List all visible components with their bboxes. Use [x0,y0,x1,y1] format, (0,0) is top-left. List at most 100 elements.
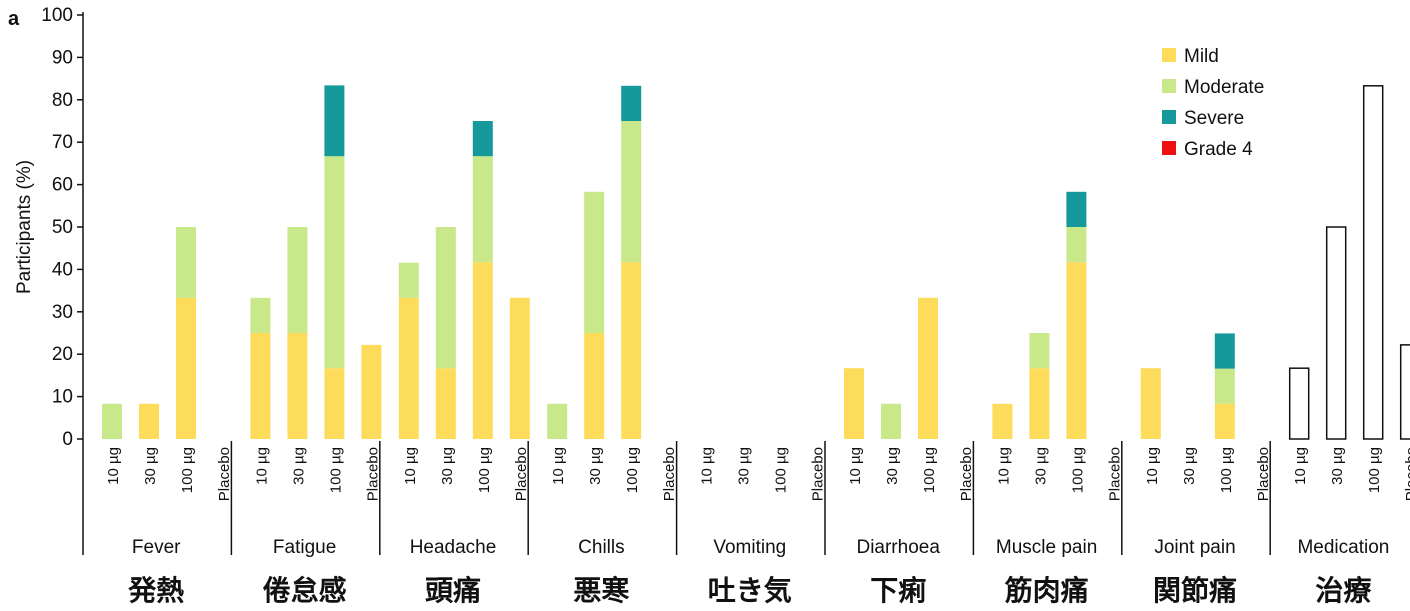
y-tick-label: 20 [52,344,73,365]
bar-segment-severe [1214,333,1235,369]
dose-label: Placebo [1106,447,1123,501]
dose-label: 30 µg [884,447,901,485]
group-label-jp: 関節痛 [1153,574,1237,607]
group-label-jp: 頭痛 [425,574,481,607]
group-label-fever: Fever [132,537,181,558]
group-label-chills: Chills [578,537,624,558]
dose-label: Placebo [958,447,975,501]
bar-segment-mild [918,297,938,439]
y-tick-label: 90 [52,47,73,68]
bar-segment-moderate [547,403,568,439]
legend-swatch-severe [1162,110,1176,124]
bar-segment-mild [472,262,493,439]
bar-segment-moderate [621,121,642,263]
bar-segment-mild [361,344,382,439]
panel-label: a [8,8,20,30]
bar-segment-moderate [881,403,901,439]
group-label-fatigue: Fatigue [273,537,336,558]
y-tick-label: 10 [52,387,73,408]
y-tick-label: 50 [52,217,73,238]
bar-segment-moderate [1214,368,1235,404]
dose-label: Placebo [1403,447,1410,501]
group-label-jp: 倦怠感 [263,574,347,607]
dose-label: 10 µg [402,447,419,485]
bar-segment-moderate [324,156,345,369]
dose-label: 10 µg [253,447,270,485]
bar-segment-moderate [398,262,419,298]
dose-label: 10 µg [1292,447,1309,485]
dose-label: 10 µg [699,447,716,485]
dose-label: 10 µg [105,447,122,485]
dose-label: 100 µg [1218,447,1235,493]
group-label-jp: 悪寒 [573,574,629,607]
bar-medication-0 [1288,367,1310,440]
dose-label: 30 µg [587,447,604,485]
dose-label: 10 µg [847,447,864,485]
dose-label: 30 µg [290,447,307,485]
dose-label: 100 µg [773,447,790,493]
dose-label: 100 µg [476,447,493,493]
y-tick-label: 80 [52,90,73,111]
bar-segment-mild [287,333,308,439]
dose-label: 30 µg [142,447,159,485]
group-label-jp: 発熱 [127,574,184,607]
legend-label: Severe [1184,108,1244,129]
y-axis-label: Participants (%) [14,160,35,294]
y-tick-label: 100 [41,5,73,26]
legend: Mild Moderate Severe Grade 4 [1162,46,1264,160]
bar-segment-moderate [584,191,605,333]
dose-label: Placebo [513,447,530,501]
bar-segment-moderate [287,227,308,333]
bar-medication-2 [1362,85,1384,440]
dose-label: 10 µg [1144,447,1161,485]
group-label-muscle-pain: Muscle pain [996,537,1097,558]
dose-label: 30 µg [736,447,753,485]
group-label-vomiting: Vomiting [713,537,786,558]
dose-label: Placebo [216,447,233,501]
bar-segment-mild [139,403,159,439]
legend-label: Moderate [1184,77,1264,98]
bar-segment-mild [584,333,605,439]
y-tick-label: 70 [52,132,73,153]
group-label-joint-pain: Joint pain [1154,537,1235,558]
group-label-jp: 下痢 [870,574,926,607]
bar-medication-3 [1399,344,1410,440]
bar-segment-severe [1066,191,1087,227]
dose-label: 30 µg [1329,447,1346,485]
bar-segment-severe [324,85,345,157]
dose-label: Placebo [810,447,827,501]
dose-label: 30 µg [439,447,456,485]
dose-label: 30 µg [1181,447,1198,485]
y-tick-label: 0 [62,429,73,450]
dose-label: 100 µg [1069,447,1086,493]
dose-label: 100 µg [179,447,196,493]
dose-label: 30 µg [1032,447,1049,485]
dose-label: 100 µg [921,447,938,493]
bar-segment-moderate [435,227,456,369]
y-tick-label: 40 [52,259,73,280]
group-label-jp: 筋肉痛 [1005,574,1089,607]
legend-swatch-grade-4 [1162,141,1176,155]
bar-segment-mild [176,297,196,439]
bar-segment-moderate [176,227,196,298]
legend-swatch-mild [1162,48,1176,62]
bar-segment-mild [992,403,1013,439]
bar-segment-moderate [1029,333,1050,369]
legend-label: Grade 4 [1184,139,1253,160]
bar-segment-moderate [1066,227,1087,263]
bar-medication-1 [1325,226,1347,440]
bar-segment-mild [509,297,530,439]
group-label-diarrhoea: Diarrhoea [856,537,940,558]
dose-label: 10 µg [995,447,1012,485]
y-tick-label: 60 [52,175,73,196]
dose-label: 100 µg [624,447,641,493]
legend-swatch-moderate [1162,79,1176,93]
group-label-jp: 治療 [1315,574,1372,607]
bar-segment-moderate [250,297,271,333]
bar-segment-mild [324,368,345,439]
bar-segment-mild [621,262,642,439]
bar-segment-severe [472,121,493,157]
bar-segment-mild [398,297,419,439]
bar-segment-severe [621,85,642,121]
dose-label: 100 µg [327,447,344,493]
